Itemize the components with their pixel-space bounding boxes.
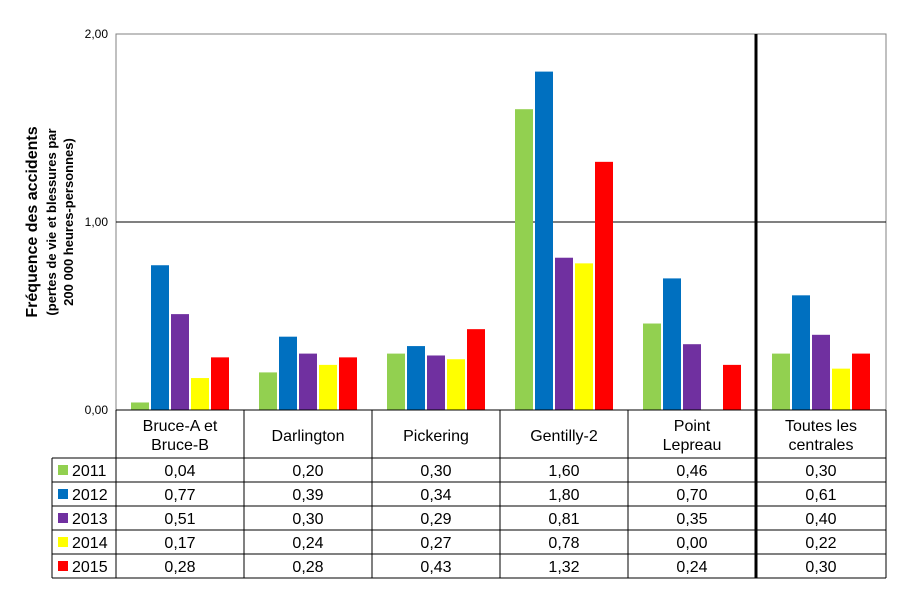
x-tick-label: Toutes les: [785, 418, 857, 435]
data-label: 0,34: [420, 487, 451, 504]
bar-2012: [792, 295, 810, 410]
y-tick-label: 1,00: [85, 215, 109, 229]
data-label: 0,24: [676, 559, 707, 576]
legend-label: 2015: [72, 559, 108, 576]
bar-2013: [171, 314, 189, 410]
bar-2014: [319, 364, 337, 410]
bar-2015: [595, 161, 613, 410]
x-tick-label: Gentilly-2: [530, 428, 598, 445]
legend-label: 2013: [72, 511, 108, 528]
legend-swatch-2011: [58, 465, 68, 475]
bar-2012: [407, 346, 425, 410]
data-label: 0,51: [164, 511, 195, 528]
data-label: 0,81: [548, 511, 579, 528]
data-label: 0,20: [292, 463, 323, 480]
x-tick-label: Lepreau: [663, 437, 722, 454]
data-label: 0,43: [420, 559, 451, 576]
bar-2014: [575, 263, 593, 410]
data-label: 0,30: [805, 463, 836, 480]
bar-2015: [852, 353, 870, 410]
bar-2012: [151, 265, 169, 410]
bar-2015: [723, 364, 741, 410]
data-label: 0,00: [676, 535, 707, 552]
y-tick-label: 2,00: [85, 27, 109, 41]
bar-2011: [772, 353, 790, 410]
bar-2013: [427, 355, 445, 410]
data-label: 1,60: [548, 463, 579, 480]
x-tick-label: Bruce-A et: [143, 418, 218, 435]
data-table: Bruce-A et Bruce-B Darlington Pickering Gent…: [51, 409, 887, 579]
data-label: 0,22: [805, 535, 836, 552]
bars: [131, 34, 870, 578]
bar-2013: [299, 353, 317, 410]
data-label: 0,04: [164, 463, 195, 480]
gridlines: [115, 33, 887, 411]
x-tick-label: Bruce-B: [151, 437, 209, 454]
data-label: 0,30: [420, 463, 451, 480]
legend-swatch-2014: [58, 537, 68, 547]
legend-swatch-2015: [58, 561, 68, 571]
bar-2013: [683, 344, 701, 410]
legend-swatch-2012: [58, 489, 68, 499]
data-label: 0,78: [548, 535, 579, 552]
bar-2015: [339, 357, 357, 410]
data-label: 0,46: [676, 463, 707, 480]
legend-label: 2012: [72, 487, 108, 504]
data-label: 0,40: [805, 511, 836, 528]
bar-2012: [279, 336, 297, 410]
bar-2011: [515, 109, 533, 410]
data-label: 0,24: [292, 535, 323, 552]
bar-2011: [259, 372, 277, 410]
data-label: 0,27: [420, 535, 451, 552]
data-label: 1,80: [548, 487, 579, 504]
x-tick-label: centrales: [789, 437, 854, 454]
bar-2011: [387, 353, 405, 410]
y-axis-label-line: (pertes de vie et blessures par: [44, 128, 59, 315]
data-label: 0,39: [292, 487, 323, 504]
y-axis-label-line: 200 000 heures-personnes): [61, 138, 76, 306]
legend-swatch-2013: [58, 513, 68, 523]
data-label: 0,61: [805, 487, 836, 504]
bar-2011: [643, 323, 661, 410]
bar-2014: [832, 368, 850, 410]
data-label: 0,35: [676, 511, 707, 528]
legend-label: 2014: [72, 535, 108, 552]
data-label: 1,32: [548, 559, 579, 576]
bar-2014: [447, 359, 465, 410]
x-tick-label: Point: [674, 418, 711, 435]
bar-2015: [211, 357, 229, 410]
x-tick-label: Darlington: [272, 428, 345, 445]
data-label: 0,29: [420, 511, 451, 528]
bar-2013: [812, 334, 830, 410]
bar-2013: [555, 257, 573, 410]
data-label: 0,30: [292, 511, 323, 528]
data-label: 0,28: [292, 559, 323, 576]
y-axis-label: Fréquence des accidents (pertes de vie et…: [24, 126, 76, 317]
x-tick-label: Pickering: [403, 428, 469, 445]
bar-2014: [191, 378, 209, 410]
y-axis-label-line: Fréquence des accidents: [24, 126, 41, 317]
legend-label: 2011: [72, 463, 107, 480]
data-label: 0,30: [805, 559, 836, 576]
bar-2015: [467, 329, 485, 410]
data-label: 0,77: [164, 487, 195, 504]
bar-2012: [535, 71, 553, 410]
bar-2011: [131, 402, 149, 410]
y-tick-labels: 0,00 1,00 2,00: [85, 27, 109, 417]
data-label: 0,70: [676, 487, 707, 504]
bar-2012: [663, 278, 681, 410]
data-label: 0,17: [164, 535, 195, 552]
y-tick-label: 0,00: [85, 403, 109, 417]
data-label: 0,28: [164, 559, 195, 576]
